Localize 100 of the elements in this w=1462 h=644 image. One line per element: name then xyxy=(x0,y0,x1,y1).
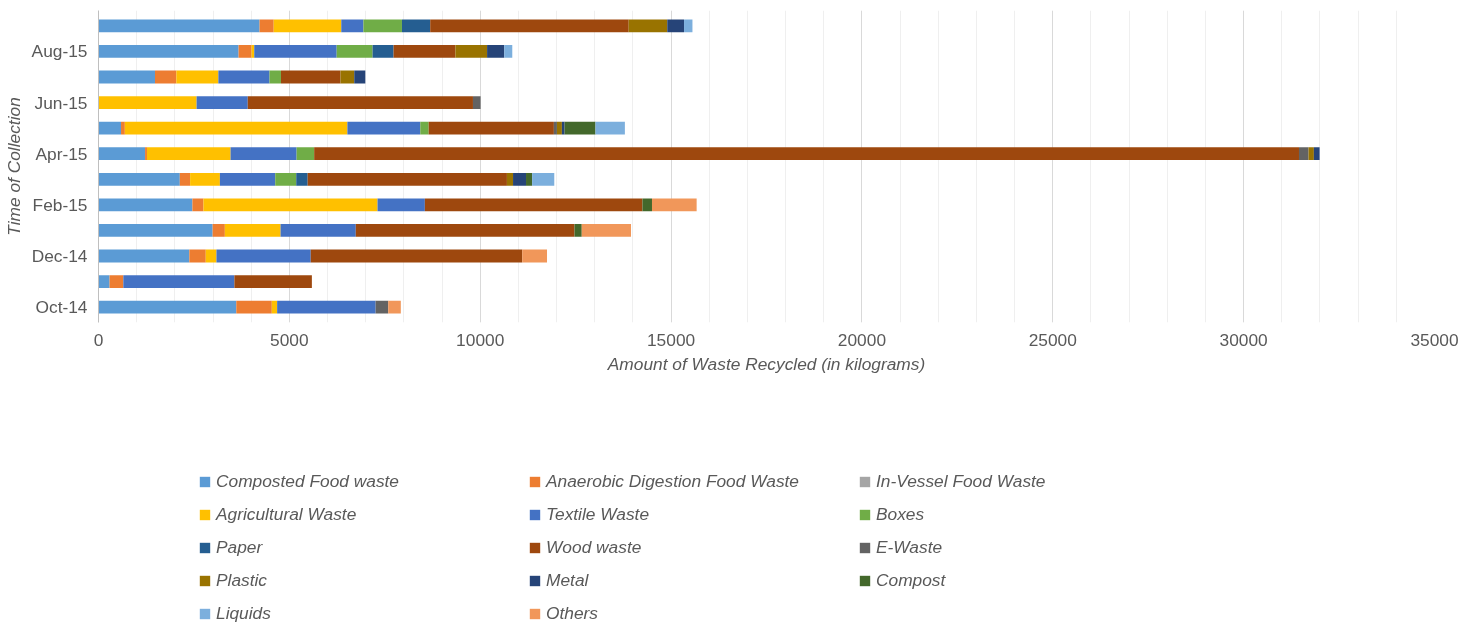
bar xyxy=(1308,147,1314,161)
bar xyxy=(561,121,565,135)
bar xyxy=(196,96,248,109)
bar xyxy=(506,172,514,186)
x-tick-label: 0 xyxy=(93,329,104,350)
y-tick-label: Aug-15 xyxy=(31,41,88,62)
bar xyxy=(216,249,311,263)
bar xyxy=(280,70,341,84)
y-tick-label: Apr-15 xyxy=(35,143,88,164)
bar xyxy=(146,147,231,161)
legend-label: Others xyxy=(546,603,599,624)
bar xyxy=(98,172,180,186)
y-tick-label: Dec-14 xyxy=(31,246,88,267)
bar xyxy=(581,224,631,237)
bar xyxy=(296,172,308,186)
bar xyxy=(154,70,177,84)
bar xyxy=(98,45,239,58)
bar xyxy=(388,300,401,314)
x-tick-label: 25000 xyxy=(1028,329,1077,350)
legend-label: Anaerobic Digestion Food Waste xyxy=(546,471,800,492)
y-tick-label: Oct-14 xyxy=(35,297,88,318)
legend-label: Boxes xyxy=(876,504,926,525)
legend-label: Metal xyxy=(546,570,590,591)
bar xyxy=(190,172,220,186)
bar xyxy=(564,121,596,135)
bar xyxy=(109,275,124,288)
y-tick-label: Feb-15 xyxy=(32,194,88,215)
bar xyxy=(532,172,555,186)
x-tick-label: 30000 xyxy=(1219,329,1268,350)
bar xyxy=(556,121,562,135)
bar xyxy=(684,19,693,33)
bar xyxy=(98,147,146,161)
bar xyxy=(310,249,523,263)
bar xyxy=(420,121,429,135)
bar xyxy=(1298,147,1309,161)
bar xyxy=(667,19,685,33)
bar xyxy=(98,300,237,314)
bar xyxy=(203,198,378,212)
bar xyxy=(504,45,513,58)
legend-label: Paper xyxy=(216,537,264,558)
bar xyxy=(234,275,312,288)
bar xyxy=(372,45,394,58)
bar xyxy=(98,96,197,109)
bar xyxy=(393,45,456,58)
bar xyxy=(296,147,315,161)
bar xyxy=(123,275,235,288)
bar xyxy=(254,45,337,58)
bar xyxy=(574,224,582,237)
legend-label: Wood waste xyxy=(546,537,643,558)
bar xyxy=(124,121,348,135)
bar xyxy=(269,70,281,84)
legend-label: Liquids xyxy=(216,603,272,624)
bar xyxy=(336,45,373,58)
bar xyxy=(553,121,557,135)
bar xyxy=(189,249,206,263)
bar xyxy=(179,172,191,186)
bar xyxy=(259,19,274,33)
bar xyxy=(642,198,652,212)
x-tick-label: 35000 xyxy=(1410,329,1459,350)
bar xyxy=(121,121,125,135)
bar xyxy=(472,96,481,109)
legend-label: Plastic xyxy=(216,570,269,591)
bar xyxy=(595,121,625,135)
legend-label: Textile Waste xyxy=(546,504,651,525)
bar xyxy=(1313,147,1320,161)
bar xyxy=(455,45,488,58)
legend-label: In-Vessel Food Waste xyxy=(876,471,1047,492)
bar xyxy=(212,224,225,237)
y-axis-title: Time of Collection xyxy=(3,97,24,236)
bar xyxy=(522,249,548,263)
bar xyxy=(428,121,554,135)
bar xyxy=(430,19,629,33)
bar xyxy=(230,147,297,161)
bar xyxy=(98,19,260,33)
bar xyxy=(375,300,389,314)
bar xyxy=(354,70,366,84)
bar xyxy=(271,300,278,314)
bar xyxy=(526,172,533,186)
bar xyxy=(314,147,1299,161)
bar xyxy=(363,19,402,33)
bar xyxy=(98,249,190,263)
bar xyxy=(275,172,297,186)
x-tick-label: 5000 xyxy=(270,329,309,350)
bar xyxy=(280,224,356,237)
bar xyxy=(192,198,204,212)
bar xyxy=(236,300,272,314)
legend-label: E-Waste xyxy=(876,537,944,558)
bar xyxy=(98,275,110,288)
y-tick-label: Jun-15 xyxy=(34,92,88,113)
bar xyxy=(273,19,342,33)
bar xyxy=(513,172,527,186)
legend-label: Compost xyxy=(876,570,947,591)
x-tick-label: 20000 xyxy=(837,329,887,350)
bar xyxy=(651,198,697,212)
bar xyxy=(401,19,431,33)
bar xyxy=(424,198,643,212)
bar xyxy=(218,70,270,84)
bar xyxy=(347,121,421,135)
bar xyxy=(628,19,668,33)
x-tick-label: 15000 xyxy=(646,329,696,350)
